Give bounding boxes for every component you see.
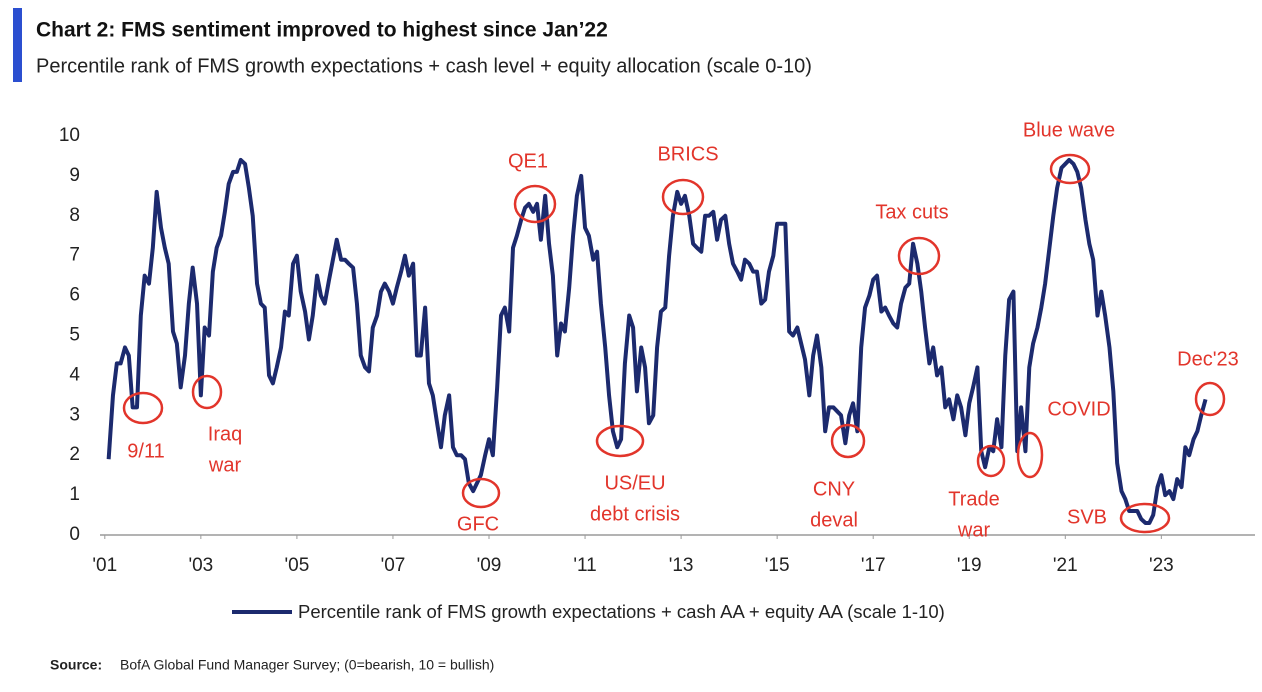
- annotation-circle: [830, 423, 866, 459]
- x-tick-label: '11: [573, 555, 596, 576]
- y-tick-label: 1: [69, 484, 80, 505]
- annotation-circle: [1016, 431, 1044, 479]
- y-tick-label: 10: [59, 125, 80, 146]
- annotation-circle: [1194, 381, 1226, 417]
- annotation-label: war: [208, 454, 242, 476]
- annotation-label: Blue wave: [1023, 119, 1115, 141]
- chart-title: Chart 2: FMS sentiment improved to highe…: [36, 19, 608, 42]
- annotation-label: GFC: [457, 513, 499, 535]
- annotation-label: 9/11: [127, 440, 164, 462]
- x-tick-label: '21: [1053, 555, 1078, 576]
- x-tick-label: '01: [92, 555, 117, 576]
- y-tick-label: 8: [69, 205, 80, 226]
- annotation-circle: [897, 236, 941, 276]
- annotation-circle: [1119, 502, 1171, 534]
- annotation-circle: [976, 444, 1006, 478]
- y-tick-label: 7: [69, 245, 80, 266]
- x-tick-label: '17: [861, 555, 886, 576]
- annotation-circle: [1049, 153, 1091, 185]
- annotation-label: debt crisis: [590, 503, 680, 525]
- annotation-label: CNY: [813, 478, 855, 500]
- x-tick-label: '03: [188, 555, 213, 576]
- annotation-label: Trade: [948, 488, 1000, 510]
- annotation-label: war: [957, 519, 991, 541]
- annotation-label: Iraq: [208, 423, 242, 445]
- annotation-label: QE1: [508, 150, 548, 172]
- annotation-circle: [513, 184, 557, 224]
- annotation-circle: [461, 477, 501, 509]
- annotation-label: deval: [810, 509, 858, 531]
- annotation-circle: [191, 374, 223, 410]
- y-tick-label: 9: [69, 165, 80, 186]
- y-tick-label: 5: [69, 325, 80, 346]
- source-text: BofA Global Fund Manager Survey; (0=bear…: [120, 657, 494, 673]
- y-tick-label: 3: [69, 404, 80, 425]
- legend-label: Percentile rank of FMS growth expectatio…: [298, 601, 945, 622]
- series-line: [106, 157, 1208, 526]
- y-tick-label: 6: [69, 285, 80, 306]
- source-label: Source:: [50, 657, 102, 673]
- x-tick-label: '13: [669, 555, 694, 576]
- annotation-label: COVID: [1047, 398, 1110, 420]
- x-tick-label: '19: [957, 555, 982, 576]
- annotation-label: SVB: [1067, 506, 1107, 528]
- annotation-circle: [122, 391, 164, 425]
- annotation-label: US/EU: [604, 472, 665, 494]
- y-tick-label: 0: [69, 524, 80, 545]
- x-tick-label: '07: [381, 555, 406, 576]
- annotation-label: Tax cuts: [875, 201, 948, 223]
- annotation-label: Dec'23: [1177, 348, 1239, 370]
- title-accent: [13, 8, 22, 82]
- annotation-circle: [661, 178, 705, 216]
- x-tick-label: '23: [1149, 555, 1174, 576]
- annotation-circle: [595, 424, 645, 458]
- x-tick-label: '09: [477, 555, 502, 576]
- chart-subtitle: Percentile rank of FMS growth expectatio…: [36, 55, 812, 77]
- annotation-label: BRICS: [657, 143, 718, 165]
- x-tick-label: '15: [765, 555, 790, 576]
- y-tick-label: 4: [69, 364, 80, 385]
- x-tick-label: '05: [285, 555, 310, 576]
- y-tick-label: 2: [69, 444, 80, 465]
